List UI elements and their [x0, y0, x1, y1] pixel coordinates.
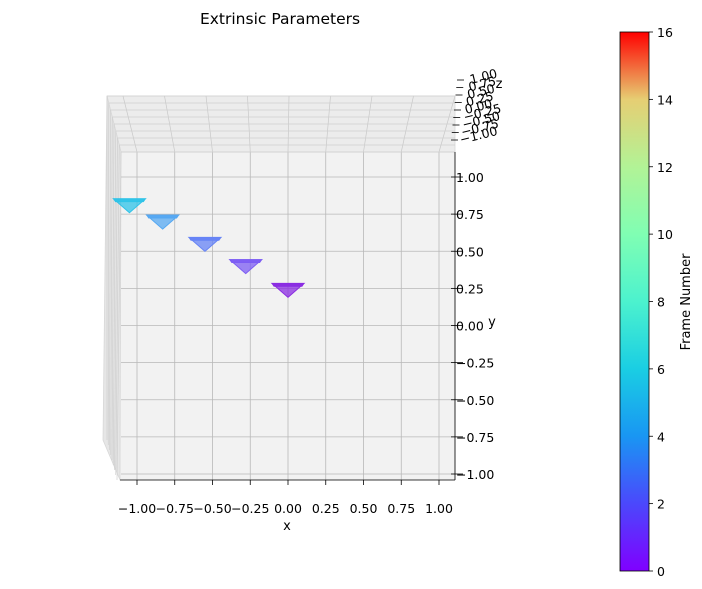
colorbar: 0 2 4 6 8 10 12 14 16 Frame Number — [619, 25, 694, 579]
camera-top-face — [112, 198, 147, 203]
colorbar-tick-label: 12 — [657, 160, 673, 175]
camera-top-face — [145, 214, 180, 219]
chart-title: Extrinsic Parameters — [200, 10, 360, 28]
z-tick-label: 1.00 — [468, 66, 499, 87]
camera-markers — [112, 198, 306, 299]
x-tick-label: 1.00 — [425, 501, 453, 516]
recede-line-z — [110, 116, 113, 456]
camera-top-face — [228, 259, 263, 264]
colorbar-label: Frame Number — [679, 253, 694, 351]
z-tick-label: 0.50 — [466, 81, 497, 102]
y-tick-label: −1.00 — [456, 467, 494, 482]
colorbar-tick-label: 16 — [657, 25, 673, 40]
camera-top-face — [271, 282, 305, 287]
x-tick-label: −0.25 — [231, 501, 269, 516]
x-axis-label: x — [283, 519, 291, 534]
x-tick-label: 0.75 — [387, 501, 415, 516]
x-tick-label: −0.75 — [156, 501, 194, 516]
z-tick-label: 0.75 — [467, 73, 498, 94]
y-tick-label: 0.75 — [456, 207, 484, 222]
recede-line-z — [107, 102, 110, 446]
axis-spines — [120, 152, 456, 481]
z-tick-label: 0.25 — [464, 88, 495, 109]
y-axis-ticks: 1.00 0.75 0.50 0.25 0.00 −0.25 −0.50 −0.75 −1.00 — [451, 170, 494, 482]
recede-line-z — [116, 151, 122, 481]
colorbar-tick-label: 6 — [657, 362, 665, 377]
z-tick-label: 0.00 — [463, 96, 494, 117]
camera-marker — [187, 236, 223, 253]
camera-marker — [145, 214, 181, 230]
y-tick-label: −0.75 — [456, 430, 494, 445]
colorbar-tick-label: 10 — [657, 227, 673, 242]
grid-lines — [107, 95, 455, 480]
z-axis-ticks: −1.00−0.75−0.50−0.250.000.250.500.751.00 — [451, 66, 503, 147]
x-tick-label: 0.25 — [312, 501, 340, 516]
recede-line-z — [112, 130, 117, 466]
recede-line-z — [114, 137, 118, 471]
x-axis-ticks: −1.00 −0.75 −0.50 −0.25 0.00 0.25 0.50 0.75 1.00 — [118, 480, 453, 516]
x-tick-label: 0.50 — [350, 501, 378, 516]
z-axis-label: z — [496, 77, 503, 92]
y-axis-label: y — [488, 315, 496, 330]
x-tick-label: −1.00 — [118, 501, 156, 516]
camera-top-face — [188, 236, 222, 241]
y-tick-label: −0.50 — [456, 393, 494, 408]
recede-line-z — [109, 109, 111, 451]
x-tick-label: −0.50 — [193, 501, 231, 516]
colorbar-ticks: 0 2 4 6 8 10 12 14 16 — [649, 25, 673, 579]
colorbar-tick-label: 0 — [657, 564, 665, 579]
camera-marker — [270, 282, 306, 299]
colorbar-tick-label: 14 — [657, 92, 673, 107]
camera-marker — [112, 198, 147, 214]
y-tick-label: 0.00 — [456, 319, 484, 334]
y-tick-label: −0.25 — [456, 356, 494, 371]
y-tick-label: 1.00 — [456, 170, 484, 185]
camera-marker — [228, 259, 264, 275]
colorbar-tick-label: 2 — [657, 497, 665, 512]
y-tick-label: 0.50 — [456, 244, 484, 259]
y-tick-label: 0.25 — [456, 281, 484, 296]
colorbar-tick-label: 8 — [657, 295, 665, 310]
x-tick-label: 0.00 — [274, 501, 302, 516]
colorbar-tick-label: 4 — [657, 429, 665, 444]
recede-line-z — [111, 123, 115, 461]
colorbar-gradient — [619, 31, 650, 572]
